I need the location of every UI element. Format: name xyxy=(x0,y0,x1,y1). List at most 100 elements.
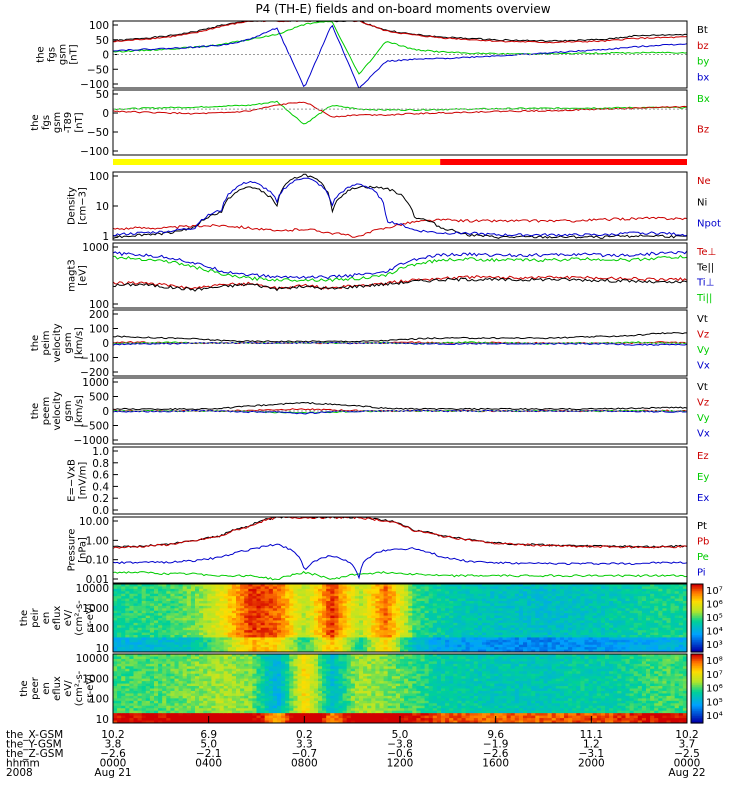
heat-cell xyxy=(494,627,499,631)
heat-cell xyxy=(609,637,614,641)
heat-cell xyxy=(625,598,631,602)
heat-cell xyxy=(678,613,684,617)
heat-cell xyxy=(445,622,450,626)
heat-cell xyxy=(400,618,405,622)
heat-cell xyxy=(494,610,499,614)
heat-cell xyxy=(113,715,118,719)
heat-cell xyxy=(420,635,426,639)
heat-cell xyxy=(424,605,430,609)
heat-cell xyxy=(346,637,352,641)
heat-cell xyxy=(633,603,639,607)
heat-cell xyxy=(543,637,549,641)
heat-cell xyxy=(588,647,594,651)
y-tick-label: −500 xyxy=(80,421,109,433)
heat-cell xyxy=(547,635,553,639)
heat-cell xyxy=(174,671,180,675)
heat-cell xyxy=(584,584,590,588)
heat-cell xyxy=(211,598,217,602)
heat-cell xyxy=(268,627,274,631)
heat-cell xyxy=(117,695,122,699)
heat-cell xyxy=(400,637,405,641)
heat-cell xyxy=(498,610,504,614)
heat-cell xyxy=(219,637,225,641)
heat-cell xyxy=(678,637,684,641)
heat-cell xyxy=(305,625,311,629)
heat-cell xyxy=(490,644,495,648)
heat-cell xyxy=(564,608,569,612)
heat-cell xyxy=(227,715,233,719)
heat-cell xyxy=(486,632,491,636)
heat-cell xyxy=(203,591,208,595)
heat-cell xyxy=(260,635,266,639)
heat-cell xyxy=(436,618,442,622)
heat-cell xyxy=(129,690,135,695)
heat-cell xyxy=(543,588,549,592)
heat-cell xyxy=(186,705,192,709)
colorbar-cell xyxy=(691,618,703,621)
plot-area xyxy=(113,331,687,346)
heat-cell xyxy=(334,635,340,639)
heat-cell xyxy=(658,584,663,588)
heat-cell xyxy=(154,715,159,719)
heat-cell xyxy=(145,601,151,605)
heat-cell xyxy=(387,642,393,646)
heat-cell xyxy=(486,625,491,629)
heat-cell xyxy=(555,603,561,607)
heat-cell xyxy=(141,678,147,682)
heat-cell xyxy=(272,601,278,605)
heat-cell xyxy=(330,627,335,631)
heat-cell xyxy=(203,668,208,672)
heat-cell xyxy=(137,703,143,707)
heat-cell xyxy=(121,610,126,614)
heat-cell xyxy=(272,615,278,619)
heat-cell xyxy=(379,584,385,588)
heat-cell xyxy=(166,708,171,712)
colorbar-cell xyxy=(691,612,703,616)
heat-cell xyxy=(244,608,249,612)
heat-cell xyxy=(121,586,126,590)
heat-cell xyxy=(666,642,672,646)
heat-cell xyxy=(240,584,245,588)
heat-cell xyxy=(207,603,212,607)
heat-cell xyxy=(461,625,467,629)
heat-cell xyxy=(457,615,463,619)
heat-cell xyxy=(400,649,405,652)
heat-cell xyxy=(231,666,237,670)
heat-cell xyxy=(658,613,663,617)
heat-cell xyxy=(580,620,586,624)
heat-cell xyxy=(309,630,315,634)
heat-cell xyxy=(682,591,687,595)
heat-cell xyxy=(670,613,676,617)
heat-cell xyxy=(650,649,655,652)
series-line xyxy=(113,401,687,411)
heat-cell xyxy=(490,635,495,639)
heat-cell xyxy=(445,644,450,648)
heat-cell xyxy=(613,649,618,652)
heat-cell xyxy=(125,584,130,588)
heat-cell xyxy=(387,598,393,602)
heat-cell xyxy=(539,620,545,624)
heat-cell xyxy=(359,598,364,602)
heat-cell xyxy=(178,715,184,719)
heat-cell xyxy=(387,608,393,612)
heat-cell xyxy=(551,593,557,597)
heat-cell xyxy=(461,642,467,646)
heat-cell xyxy=(219,630,225,634)
heat-cell xyxy=(158,656,163,660)
heat-cell xyxy=(190,586,196,590)
colorbar-tick-label: 10⁶ xyxy=(706,600,723,611)
heat-cell xyxy=(145,673,151,677)
heat-cell xyxy=(141,644,147,648)
heat-cell xyxy=(149,690,155,695)
series-line xyxy=(113,517,687,549)
heat-cell xyxy=(158,661,163,665)
heat-cell xyxy=(223,632,229,636)
heat-cell xyxy=(256,615,262,619)
heat-cell xyxy=(215,690,221,695)
heat-cell xyxy=(178,613,184,617)
heat-cell xyxy=(592,586,598,590)
heat-cell xyxy=(190,700,196,704)
heat-cell xyxy=(313,625,319,629)
series-line xyxy=(113,173,687,239)
heat-cell xyxy=(354,593,360,597)
